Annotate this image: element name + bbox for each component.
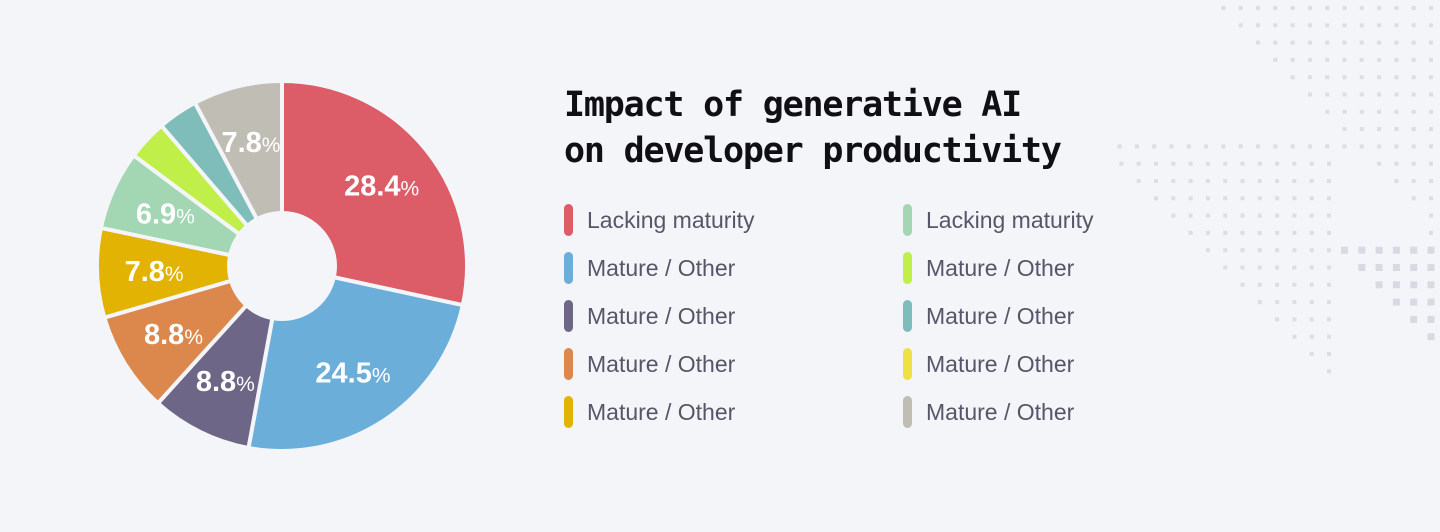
legend-item: Mature / Other [903, 244, 1163, 292]
donut-chart: 28.4% 24.5% 8.8% 8.8% 7.8% 6.9% 7.8% [95, 79, 469, 453]
legend-item: Lacking maturity [903, 196, 1163, 244]
donut-hole [227, 211, 337, 321]
legend-item: Mature / Other [564, 292, 903, 340]
slice-value-label: 28.4% [344, 171, 419, 203]
legend-item: Mature / Other [903, 340, 1163, 388]
legend-item: Mature / Other [903, 292, 1163, 340]
pie-slice [155, 264, 284, 450]
legend-item: Mature / Other [564, 388, 903, 436]
legend-swatch-icon [903, 300, 912, 332]
legend-label: Mature / Other [587, 350, 736, 377]
slice-value-label: 7.8% [125, 256, 184, 288]
legend-label: Mature / Other [926, 254, 1075, 281]
legend-swatch-icon [903, 396, 912, 428]
legend-swatch-icon [564, 396, 573, 428]
slice-value-label: 24.5% [315, 358, 390, 390]
pie-slice [102, 264, 284, 406]
legend-label: Mature / Other [926, 350, 1075, 377]
legend-label: Mature / Other [587, 398, 736, 425]
slice-value-label: 7.8% [221, 127, 280, 159]
legend-label: Mature / Other [926, 302, 1075, 329]
slice-value-label: 8.8% [144, 319, 203, 351]
legend-item: Lacking maturity [564, 196, 903, 244]
legend-swatch-icon [564, 204, 573, 236]
legend-swatch-icon [903, 204, 912, 236]
legend-swatch-icon [564, 252, 573, 284]
legend-swatch-icon [564, 300, 573, 332]
legend-label: Mature / Other [587, 302, 736, 329]
slice-value-label: 6.9% [136, 198, 195, 230]
legend-label: Mature / Other [926, 398, 1075, 425]
legend-item: Mature / Other [564, 244, 903, 292]
legend-item: Mature / Other [564, 340, 903, 388]
legend-label: Lacking maturity [926, 206, 1094, 233]
legend-swatch-icon [903, 348, 912, 380]
chart-title: Impact of generative AI on developer pro… [564, 85, 1062, 171]
legend-swatch-icon [564, 348, 573, 380]
legend-label: Mature / Other [587, 254, 736, 281]
legend-swatch-icon [903, 252, 912, 284]
legend-label: Lacking maturity [587, 206, 755, 233]
legend-item: Mature / Other [903, 388, 1163, 436]
chart-legend: Lacking maturity Mature / Other Mature /… [564, 196, 1163, 436]
slice-value-label: 8.8% [196, 366, 255, 398]
